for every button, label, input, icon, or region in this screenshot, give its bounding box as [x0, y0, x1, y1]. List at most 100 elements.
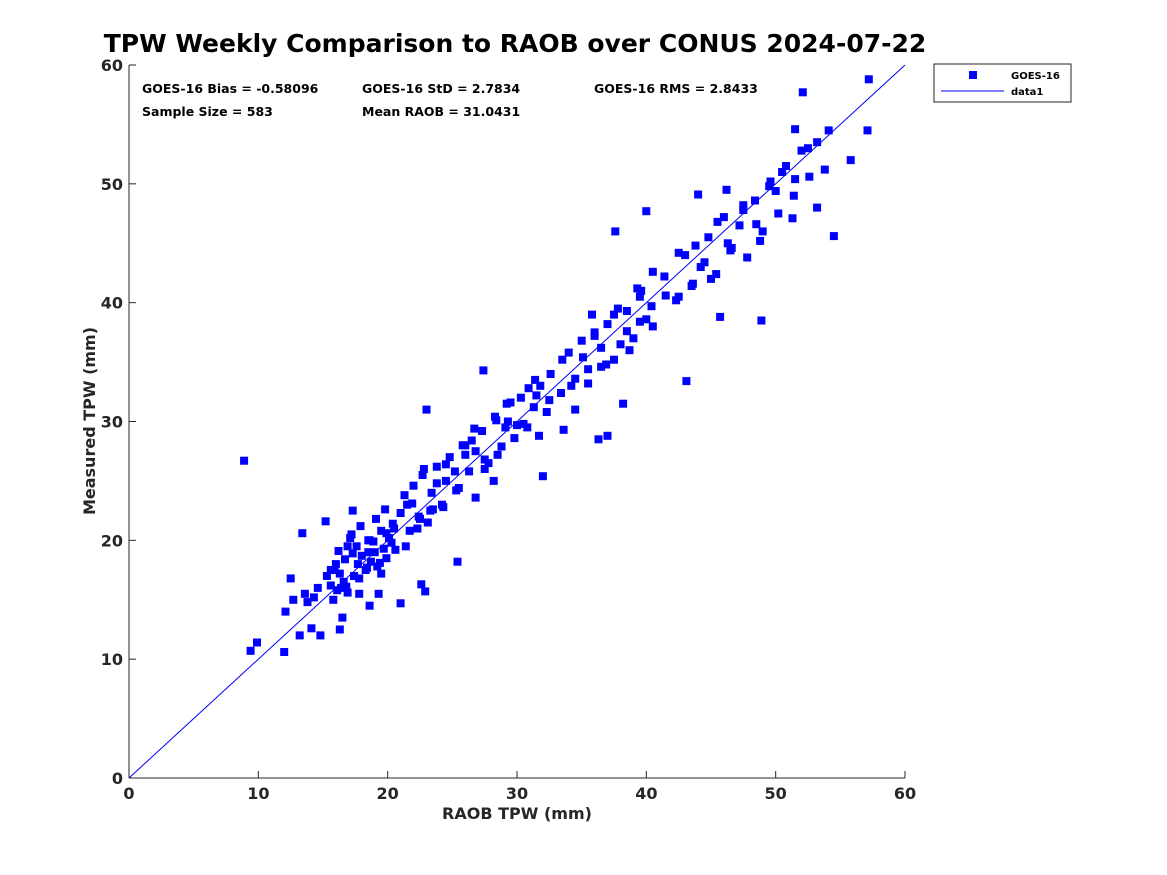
data-point [571, 405, 580, 414]
y-tick-label: 60 [101, 56, 123, 75]
data-point [408, 499, 417, 508]
data-point [813, 138, 822, 147]
y-ticks: 0 10 20 30 40 50 60 [101, 56, 136, 788]
data-point [820, 165, 829, 174]
data-point [716, 312, 725, 321]
data-point [846, 156, 855, 165]
data-point [453, 557, 462, 566]
x-ticks: 0 10 20 30 40 50 60 [123, 771, 916, 803]
data-point [501, 423, 510, 432]
data-point [739, 201, 748, 210]
data-point [427, 488, 436, 497]
data-point [374, 589, 383, 598]
data-point [622, 327, 631, 336]
data-point [355, 574, 364, 583]
data-point [403, 500, 412, 509]
data-point [343, 588, 352, 597]
data-point [480, 455, 489, 464]
data-point [567, 381, 576, 390]
data-point [343, 542, 352, 551]
data-point [864, 75, 873, 84]
data-point [342, 582, 351, 591]
data-point [280, 648, 289, 656]
data-point [405, 526, 414, 535]
data-point [584, 379, 593, 388]
data-point [390, 524, 399, 533]
data-point [524, 384, 533, 393]
data-point [387, 538, 396, 547]
data-point [329, 595, 338, 604]
data-point [356, 522, 365, 531]
data-point [396, 509, 405, 517]
data-point [289, 595, 298, 604]
data-point [726, 246, 735, 255]
data-point [286, 574, 295, 583]
y-tick-label: 20 [101, 531, 123, 550]
data-point [300, 589, 309, 598]
data-point [350, 572, 358, 580]
data-point [348, 549, 357, 558]
data-point [422, 405, 431, 414]
data-point [421, 587, 430, 596]
data-point [467, 436, 476, 445]
data-point [316, 631, 325, 640]
data-point [355, 589, 364, 598]
data-point [723, 239, 732, 248]
data-point [700, 258, 709, 267]
data-point [743, 253, 752, 262]
y-tick-label: 40 [101, 294, 123, 313]
data-point [696, 263, 705, 271]
data-point [506, 398, 515, 407]
data-point [629, 334, 638, 343]
data-point [771, 187, 780, 195]
stat-std: GOES-16 StD = 2.7834 [362, 81, 520, 96]
data-point [492, 416, 501, 425]
legend-box [933, 63, 1072, 103]
legend: GOES-16 data1 [933, 63, 1072, 103]
data-point [441, 476, 450, 485]
data-point [454, 484, 463, 492]
data-point [396, 599, 405, 608]
data-point [602, 360, 611, 369]
data-point [863, 126, 872, 135]
data-point [445, 453, 454, 462]
x-tick-label: 40 [635, 784, 657, 803]
data-point [535, 431, 543, 440]
data-point [338, 613, 347, 622]
data-point [253, 638, 261, 647]
data-point [432, 462, 441, 471]
data-point [450, 467, 459, 476]
data-point [388, 519, 397, 528]
data-point [791, 125, 800, 134]
stat-rms: GOES-16 RMS = 2.8433 [594, 81, 758, 96]
data-point [635, 292, 644, 301]
data-point [758, 227, 767, 236]
data-point [648, 322, 657, 331]
data-point [377, 569, 386, 578]
data-point [470, 424, 479, 433]
data-point [661, 291, 670, 300]
data-point [536, 381, 545, 390]
x-tick-label: 10 [247, 784, 269, 803]
data-point [756, 236, 765, 245]
data-point [529, 403, 538, 412]
data-point [341, 555, 349, 564]
data-point [461, 450, 470, 459]
data-point [401, 542, 410, 551]
data-point [648, 267, 657, 276]
data-point [381, 505, 390, 514]
stats-annotations: GOES-16 Bias = -0.58096 GOES-16 StD = 2.… [142, 81, 758, 119]
data-point [418, 471, 427, 479]
data-point [423, 518, 432, 527]
x-tick-label: 60 [894, 784, 916, 803]
data-point [478, 427, 487, 435]
y-tick-label: 50 [101, 175, 123, 194]
data-point [829, 232, 838, 241]
data-point [531, 375, 540, 384]
plot-area: 0 10 20 30 40 50 60 0 10 20 30 40 50 60 [101, 56, 916, 803]
data-point [334, 547, 343, 555]
chart-title: TPW Weekly Comparison to RAOB over CONUS… [104, 29, 927, 58]
legend-label-goes16: GOES-16 [1011, 71, 1060, 82]
data-point [413, 524, 422, 533]
